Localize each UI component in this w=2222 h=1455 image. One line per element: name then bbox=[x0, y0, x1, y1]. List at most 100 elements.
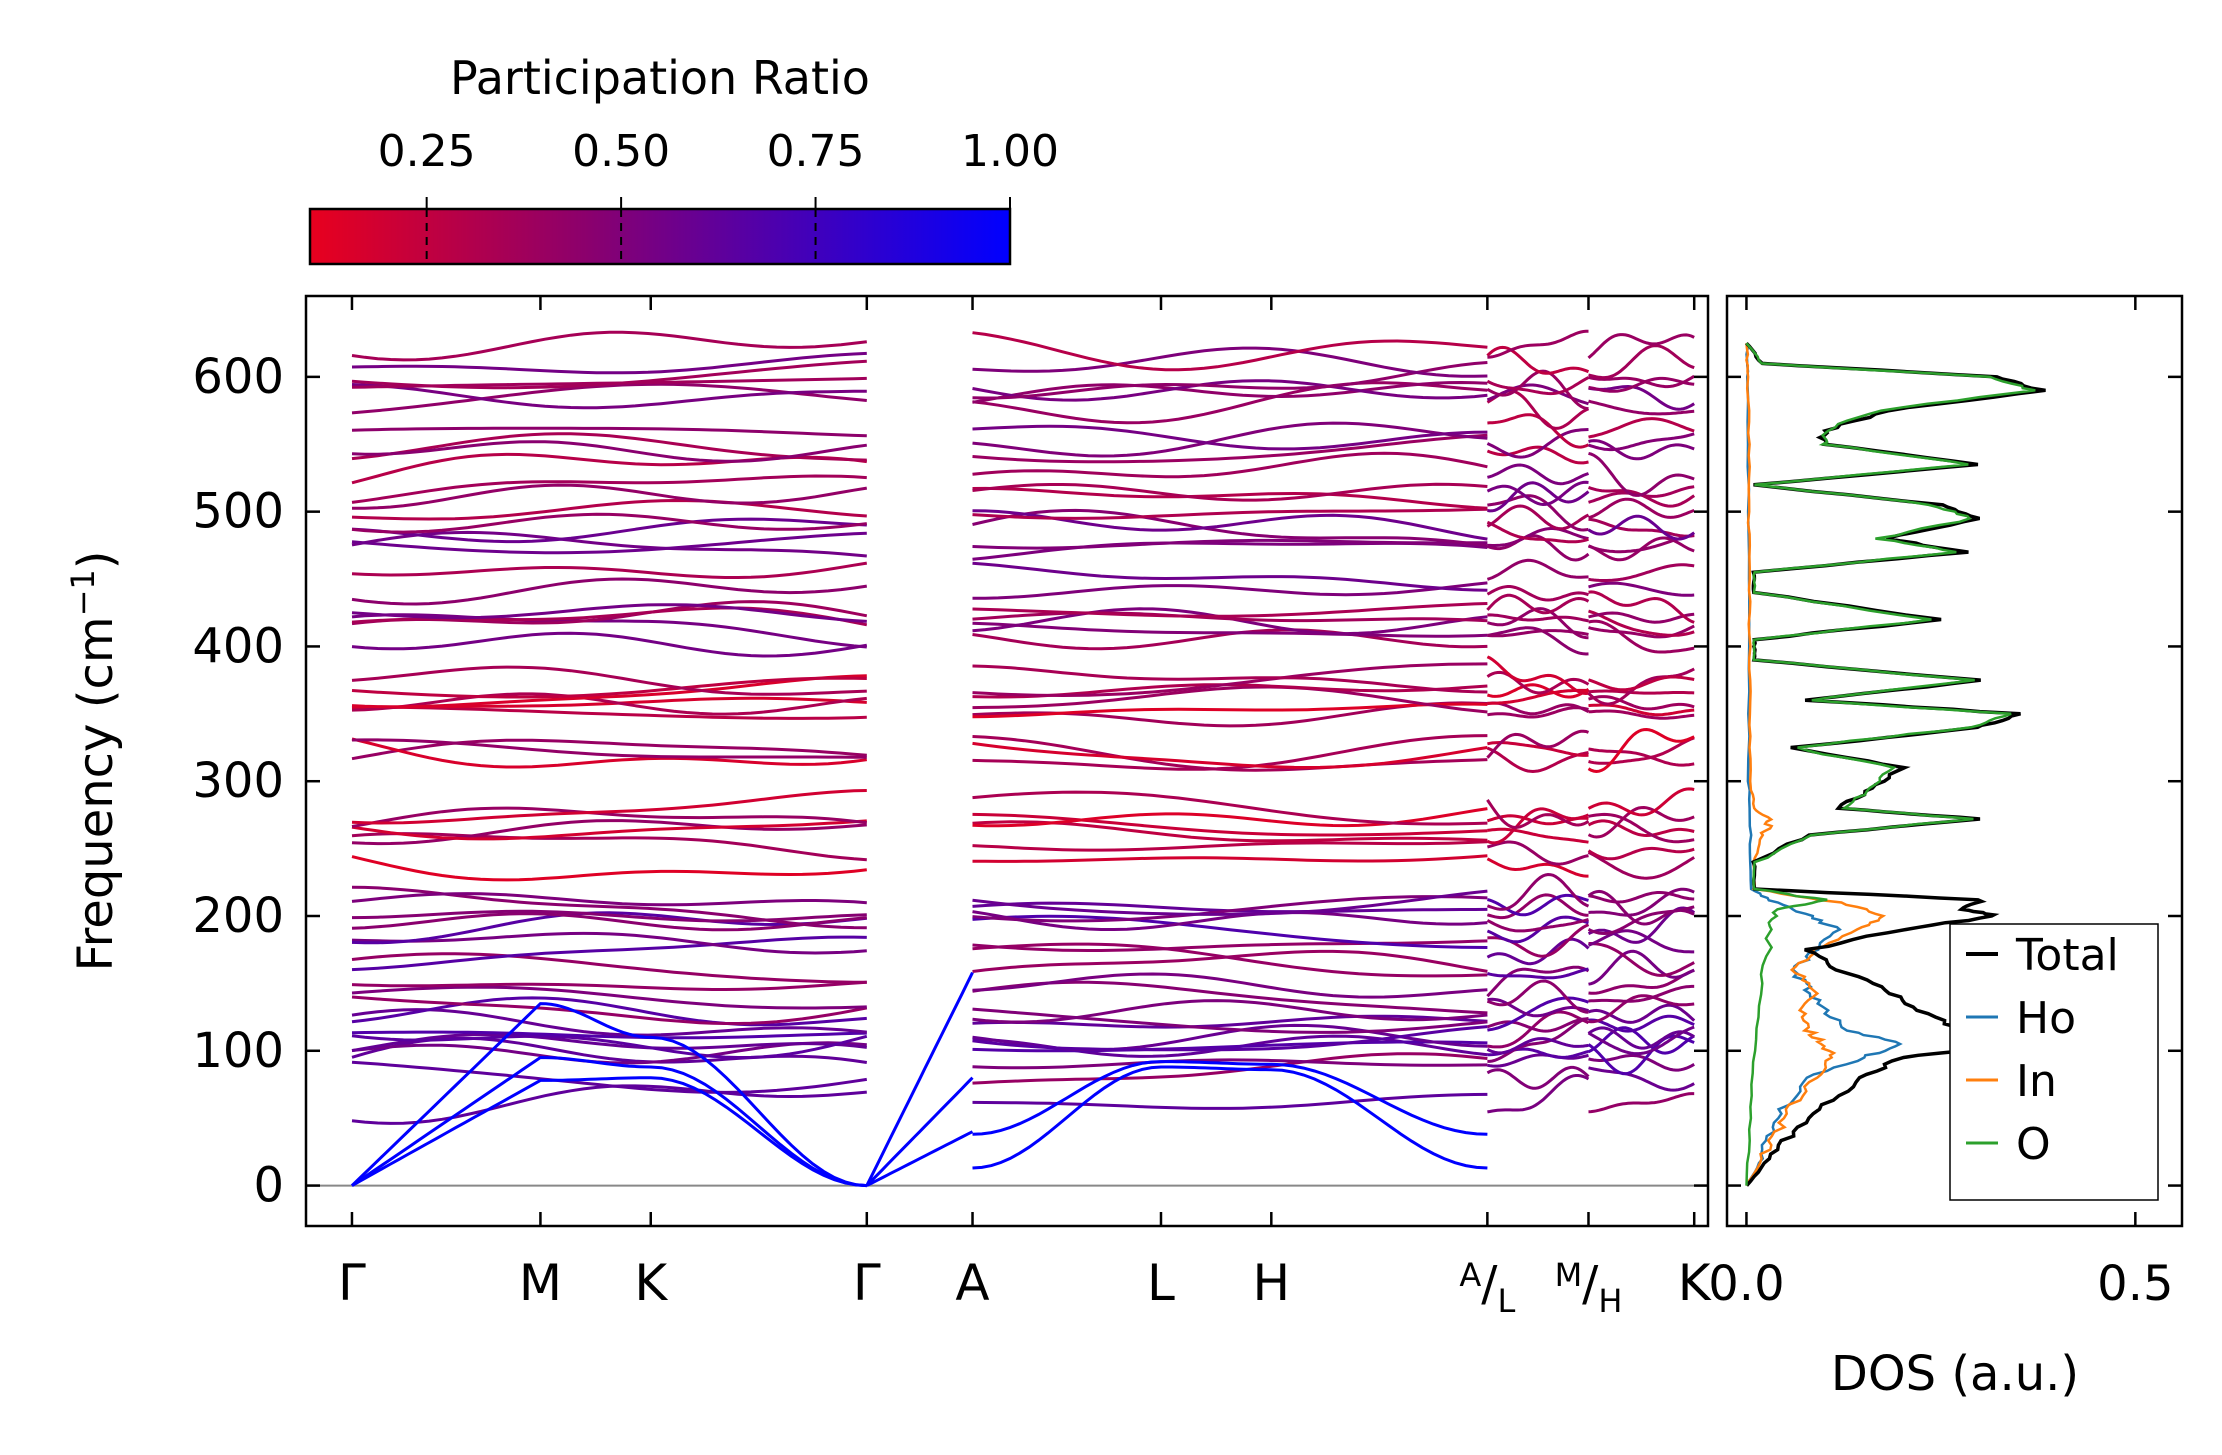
y-tick-label: 0 bbox=[253, 1158, 284, 1214]
phonon-band bbox=[1486, 915, 1589, 944]
phonon-band bbox=[1486, 799, 1590, 830]
phonon-band bbox=[351, 603, 867, 623]
phonon-band bbox=[1588, 384, 1695, 411]
phonon-band bbox=[351, 912, 867, 932]
phonon-band bbox=[1487, 996, 1590, 1032]
phonon-band bbox=[1487, 494, 1589, 532]
phonon-band bbox=[351, 995, 868, 1025]
phonon-band bbox=[351, 359, 867, 390]
phonon-band bbox=[1486, 445, 1589, 465]
colorbar-title: Participation Ratio bbox=[450, 51, 870, 105]
phonon-band bbox=[351, 1060, 868, 1094]
phonon-band bbox=[1486, 593, 1590, 615]
phonon-band bbox=[1486, 967, 1589, 980]
kpoint-label: K bbox=[634, 1254, 668, 1312]
phonon-band bbox=[1487, 527, 1589, 547]
phonon-band bbox=[1587, 727, 1695, 774]
phonon-band bbox=[351, 432, 867, 462]
phonon-band bbox=[1588, 439, 1695, 461]
phonon-band bbox=[972, 451, 1488, 479]
phonon-band bbox=[351, 806, 867, 828]
y-axis-label-main: Frequency (cm bbox=[68, 616, 124, 971]
phonon-band bbox=[1486, 504, 1590, 531]
phonon-band bbox=[1587, 667, 1695, 706]
phonon-band bbox=[351, 855, 867, 882]
phonon-band bbox=[1486, 376, 1590, 396]
phonon-band bbox=[972, 662, 1488, 698]
phonon-band bbox=[972, 361, 1488, 400]
phonon-band bbox=[1486, 369, 1589, 411]
phonon-band bbox=[351, 1084, 867, 1125]
phonon-band bbox=[351, 738, 867, 759]
colorbar-tick-label: 1.00 bbox=[961, 126, 1059, 177]
phonon-band bbox=[1487, 1074, 1590, 1114]
phonon-band bbox=[351, 738, 867, 761]
phonon-band bbox=[351, 909, 867, 923]
phonon-band bbox=[1587, 889, 1695, 926]
phonon-band bbox=[351, 1030, 867, 1040]
phonon-band bbox=[972, 611, 1488, 623]
phonon-band bbox=[1587, 1026, 1695, 1055]
acoustic-band bbox=[866, 1130, 974, 1187]
acoustic-band bbox=[865, 1076, 974, 1187]
phonon-band bbox=[972, 999, 1488, 1024]
phonon-band bbox=[351, 531, 867, 555]
y-tick-label: 200 bbox=[192, 888, 284, 944]
phonon-band bbox=[1486, 345, 1590, 375]
kpoint-label-lower: H bbox=[1598, 1282, 1622, 1320]
phonon-band bbox=[1486, 670, 1590, 695]
y-tick-label: 500 bbox=[192, 484, 284, 540]
phonon-band bbox=[351, 892, 867, 907]
phonon-band bbox=[1587, 819, 1695, 838]
band-structure-frame bbox=[304, 294, 1710, 1228]
phonon-band bbox=[1588, 374, 1695, 389]
phonon-band bbox=[1486, 1037, 1589, 1055]
phonon-band bbox=[972, 854, 1488, 863]
phonon-band bbox=[972, 507, 1488, 520]
phonon-band bbox=[1588, 709, 1695, 720]
phonon-band bbox=[1588, 675, 1695, 692]
dos-x-axis-label: DOS (a.u.) bbox=[1831, 1346, 2079, 1402]
phonon-band bbox=[1588, 812, 1695, 844]
phonon-band bbox=[1486, 683, 1590, 699]
phonon-band bbox=[351, 631, 868, 658]
phonon-band bbox=[1588, 736, 1695, 765]
kpoint-label: H bbox=[1253, 1254, 1291, 1312]
phonon-band bbox=[1486, 840, 1589, 866]
phonon-band bbox=[351, 692, 867, 716]
phonon-band bbox=[972, 664, 1488, 694]
dos-x-tick-label: 0.5 bbox=[2097, 1256, 2173, 1312]
phonon-band bbox=[1486, 1065, 1590, 1090]
colorbar-gradient bbox=[308, 207, 1012, 266]
phonon-band bbox=[972, 561, 1488, 592]
dos-plot bbox=[1745, 341, 2046, 1187]
phonon-band bbox=[351, 530, 867, 558]
phonon-band bbox=[351, 577, 868, 606]
phonon-band bbox=[1486, 918, 1589, 933]
colorbar-ticks: 0.25 0.50 0.75 1.00 bbox=[378, 126, 1059, 264]
phonon-band bbox=[972, 433, 1488, 464]
legend-label-ho: Ho bbox=[2016, 993, 2076, 1044]
phonon-band bbox=[1486, 428, 1589, 459]
legend-box bbox=[1949, 923, 2159, 1201]
dos-panel: 0.0 0.5 DOS (a.u.) Total Ho In O bbox=[1708, 294, 2184, 1402]
colorbar-tick-label: 0.25 bbox=[378, 126, 476, 177]
phonon-band bbox=[972, 1025, 1488, 1052]
acoustic-band bbox=[972, 1060, 1488, 1136]
phonon-band bbox=[972, 735, 1488, 772]
phonon-band bbox=[972, 379, 1488, 402]
kpoint-label: A/L bbox=[1459, 1256, 1515, 1320]
acoustic-band bbox=[351, 1055, 867, 1188]
kpoint-label-lower: L bbox=[1497, 1282, 1515, 1320]
kpoint-label: A bbox=[955, 1254, 989, 1312]
phonon-band bbox=[351, 985, 867, 1010]
kpoint-label-upper: A bbox=[1459, 1256, 1481, 1294]
phonon-band bbox=[972, 790, 1488, 826]
phonon-band bbox=[351, 613, 867, 649]
phonon-band bbox=[351, 665, 867, 696]
phonon-band bbox=[351, 935, 867, 972]
phonon-band bbox=[1486, 937, 1590, 966]
phonon-band bbox=[1487, 688, 1589, 705]
phonon-band bbox=[972, 541, 1488, 561]
phonon-band bbox=[972, 949, 1488, 973]
